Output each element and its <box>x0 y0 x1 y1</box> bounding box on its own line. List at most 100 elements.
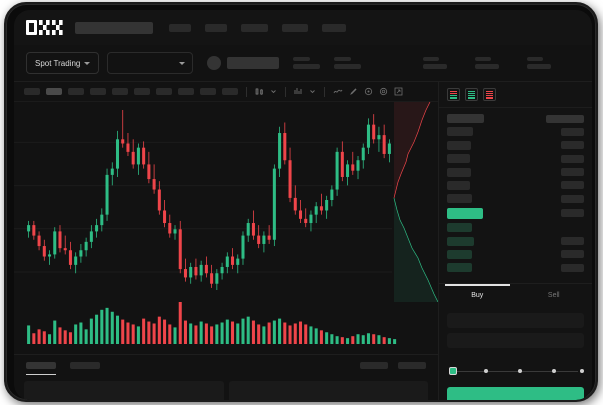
timeframe-button-6[interactable] <box>134 88 150 95</box>
orderbook-row[interactable] <box>447 180 584 190</box>
timeframe-button-1[interactable] <box>24 88 40 95</box>
candlestick-chart-svg <box>14 110 397 344</box>
timeframe-button-9[interactable] <box>200 88 216 95</box>
market-stat-5 <box>527 57 552 69</box>
column-header-left <box>447 114 484 123</box>
row-amount <box>561 127 584 136</box>
orderbook-mode-sell-icon[interactable] <box>483 88 496 101</box>
price-chart[interactable] <box>14 102 438 354</box>
nav-item-4[interactable] <box>282 23 308 32</box>
timeframe-button-10[interactable] <box>222 88 238 95</box>
tab-buy-label: Buy <box>471 292 484 299</box>
orderbook-mode-both-icon[interactable] <box>447 88 460 101</box>
orderbook-bid-row[interactable] <box>447 263 584 273</box>
submit-buy-button[interactable] <box>447 387 584 400</box>
orderbook-bid-row[interactable] <box>447 236 584 246</box>
trade-panel: Buy Sell <box>438 82 592 400</box>
slider-mark-75[interactable] <box>552 368 556 373</box>
top-navigation-bar <box>14 10 592 45</box>
slider-handle[interactable] <box>449 367 457 375</box>
row-amount <box>561 141 584 150</box>
orderbook-row[interactable] <box>447 127 584 137</box>
price-input[interactable] <box>447 313 584 328</box>
amount-input[interactable] <box>447 333 584 348</box>
app-screen: Spot Trading <box>14 10 592 400</box>
trading-mode-label: Spot Trading <box>35 58 81 68</box>
slider-mark-25[interactable] <box>484 368 488 373</box>
slider-mark-100[interactable] <box>580 368 584 373</box>
magnet-icon[interactable] <box>364 87 373 96</box>
search-input[interactable] <box>75 21 153 34</box>
orderbook-row[interactable] <box>447 194 584 204</box>
orders-tabs <box>14 355 438 375</box>
tab-buy[interactable]: Buy <box>439 284 516 307</box>
nav-item-3[interactable] <box>241 23 268 32</box>
row-price <box>447 263 472 273</box>
row-amount <box>561 194 584 203</box>
settings-icon[interactable] <box>379 87 388 96</box>
market-header: Spot Trading <box>14 45 592 82</box>
stat-label <box>475 57 492 61</box>
candlestick-icon[interactable] <box>255 87 264 96</box>
orderbook-row[interactable] <box>447 167 584 177</box>
tab-sell-label: Sell <box>547 292 560 299</box>
row-amount <box>561 168 584 177</box>
row-amount <box>561 154 584 163</box>
column-header-right <box>546 114 584 123</box>
ticker-name <box>227 57 280 69</box>
timeframe-button-7[interactable] <box>156 88 172 95</box>
order-form-fields <box>439 307 592 359</box>
row-amount <box>561 209 584 218</box>
nav-item-5[interactable] <box>322 23 346 32</box>
orderbook-selected-row[interactable] <box>447 207 584 219</box>
slider-mark-50[interactable] <box>518 368 522 373</box>
orderbook-bid-row[interactable] <box>447 223 584 233</box>
orders-action-2[interactable] <box>398 362 426 369</box>
trading-mode-select[interactable]: Spot Trading <box>26 52 100 74</box>
device-frame: Spot Trading <box>4 2 598 402</box>
line-tool-icon[interactable] <box>333 87 343 96</box>
row-price <box>447 140 471 150</box>
stat-label <box>293 57 311 61</box>
nav-item-2[interactable] <box>205 23 227 32</box>
market-stat-1 <box>293 57 321 69</box>
orders-tab-2[interactable] <box>70 362 100 369</box>
chevron-down-icon[interactable] <box>270 88 277 95</box>
trading-pair-select[interactable] <box>107 52 194 74</box>
logo-letter-k <box>39 20 50 35</box>
row-price <box>447 194 472 204</box>
stat-value <box>293 64 321 69</box>
timeframe-button-3[interactable] <box>68 88 84 95</box>
coin-avatar <box>207 56 222 70</box>
orderbook-rows <box>439 108 592 283</box>
chevron-down-icon <box>84 61 91 65</box>
orderbook-mode-buy-icon[interactable] <box>465 88 478 101</box>
amount-slider[interactable] <box>449 365 584 379</box>
market-stat-4 <box>475 57 500 69</box>
orders-content <box>14 369 438 400</box>
orderbook-row[interactable] <box>447 154 584 164</box>
nav-item-1[interactable] <box>169 23 191 32</box>
logo-letter-x <box>52 20 63 35</box>
orderbook-bid-row[interactable] <box>447 249 584 259</box>
indicators-icon[interactable] <box>294 87 303 96</box>
timeframe-button-4[interactable] <box>90 88 106 95</box>
pencil-icon[interactable] <box>349 87 358 96</box>
timeframe-button-5[interactable] <box>112 88 128 95</box>
chevron-down-icon[interactable] <box>309 88 316 95</box>
fullscreen-icon[interactable] <box>394 87 403 96</box>
okx-logo-icon[interactable] <box>26 20 63 35</box>
orders-panel <box>14 354 438 400</box>
tab-sell[interactable]: Sell <box>516 284 593 307</box>
row-price <box>447 127 473 137</box>
timeframe-button-2[interactable] <box>46 88 62 95</box>
orders-tab-1[interactable] <box>26 362 56 375</box>
timeframe-button-8[interactable] <box>178 88 194 95</box>
orders-action-1[interactable] <box>360 362 388 369</box>
row-price <box>447 249 472 259</box>
orders-card-1[interactable] <box>24 381 224 400</box>
orderbook-header-row <box>447 114 584 123</box>
orderbook-row[interactable] <box>447 140 584 150</box>
orders-card-2[interactable] <box>228 381 428 400</box>
market-depth-chart <box>393 102 438 302</box>
